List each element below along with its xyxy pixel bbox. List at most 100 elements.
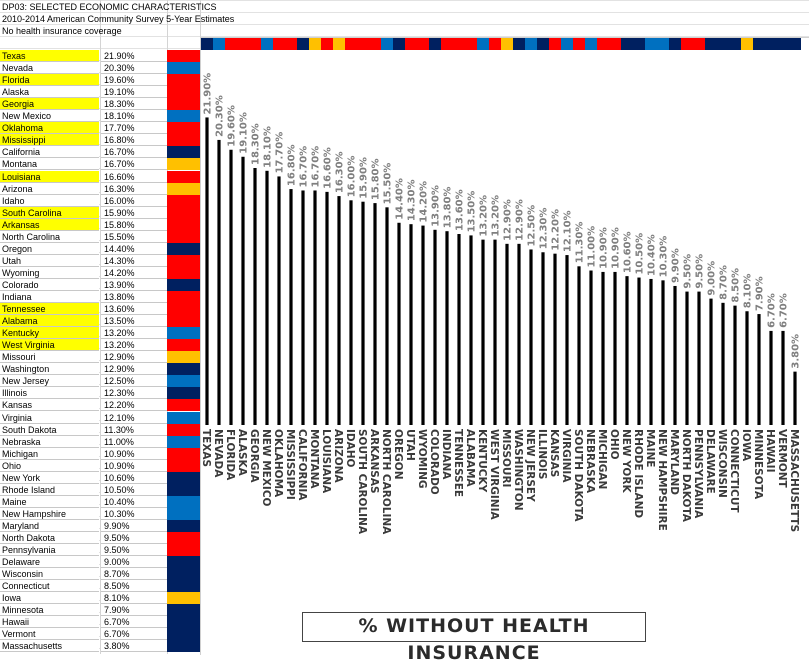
bar xyxy=(697,291,701,425)
table-row: Nebraska 11.00% xyxy=(0,435,200,448)
state-name-cell: North Dakota xyxy=(0,532,99,544)
bar xyxy=(373,203,377,425)
table-row: Florida 19.60% xyxy=(0,74,200,87)
table-row: Massachusetts 3.80% xyxy=(0,640,200,653)
table-row: New Jersey 12.50% xyxy=(0,375,200,388)
party-strip-cell xyxy=(753,38,765,50)
state-name-cell: Rhode Island xyxy=(0,483,99,496)
bar-value-label: 13.50% xyxy=(467,191,478,233)
bar-value-label: 19.10% xyxy=(239,112,250,154)
uninsured-percent-cell: 13.80% xyxy=(101,291,167,303)
party-strip-cell xyxy=(441,38,453,50)
party-color-swatch xyxy=(167,640,200,653)
category-label: OKLAHOMA xyxy=(272,429,284,498)
bar-value-label: 15.80% xyxy=(371,158,382,200)
uninsured-percent-cell: 15.80% xyxy=(101,218,167,231)
uninsured-percent-cell: 21.90% xyxy=(101,50,167,62)
uninsured-percent-cell: 19.60% xyxy=(101,74,167,87)
sheet-measure: No health insurance coverage xyxy=(2,26,122,36)
party-color-swatch xyxy=(167,62,200,75)
category-label: ALABAMA xyxy=(464,429,476,488)
party-color-swatch xyxy=(167,194,200,207)
table-row: Montana 16.70% xyxy=(0,158,200,171)
bar xyxy=(601,271,605,425)
bar-value-label: 9.50% xyxy=(683,254,694,289)
party-color-swatch xyxy=(167,50,200,62)
party-strip-cell xyxy=(525,38,537,50)
bar-chart-svg: 21.90% TEXAS 20.30% NEVADA 19.60% FLORIDA 19.1… xyxy=(201,38,802,535)
table-row: North Dakota 9.50% xyxy=(0,532,200,544)
uninsured-percent-cell: 13.20% xyxy=(101,327,167,340)
bar xyxy=(733,305,737,425)
party-strip-cell xyxy=(345,38,357,50)
state-name-cell: Nebraska xyxy=(0,435,99,448)
bar-value-label: 15.90% xyxy=(359,157,370,199)
party-color-swatch xyxy=(167,122,200,135)
state-name-cell: Wyoming xyxy=(0,266,99,279)
uninsured-percent-cell: 10.30% xyxy=(101,507,167,520)
bar xyxy=(685,291,689,425)
party-color-swatch xyxy=(167,532,200,544)
table-row: South Dakota 11.30% xyxy=(0,423,200,436)
uninsured-percent-cell: 12.50% xyxy=(101,375,167,388)
party-color-swatch xyxy=(167,291,200,303)
bar-value-label: 9.00% xyxy=(707,261,718,296)
party-color-swatch xyxy=(167,519,200,532)
bar-value-label: 11.00% xyxy=(587,226,598,268)
category-label: CALIFORNIA xyxy=(296,429,308,501)
state-name-cell: Illinois xyxy=(0,387,99,400)
party-color-swatch xyxy=(167,339,200,352)
party-strip-cell xyxy=(765,38,777,50)
party-strip-cell xyxy=(729,38,741,50)
party-color-swatch xyxy=(167,218,200,231)
uninsured-percent-cell: 8.10% xyxy=(101,592,167,605)
party-color-swatch xyxy=(167,411,200,424)
party-strip-cell xyxy=(681,38,693,50)
bar xyxy=(277,176,281,425)
party-color-swatch xyxy=(167,278,200,291)
state-name-cell: Connecticut xyxy=(0,580,99,593)
uninsured-percent-cell: 13.90% xyxy=(101,278,167,291)
party-strip-cell xyxy=(513,38,525,50)
table-row: Indiana 13.80% xyxy=(0,291,200,303)
table-row: Wisconsin 8.70% xyxy=(0,568,200,581)
bar xyxy=(445,231,449,425)
bar xyxy=(301,190,305,425)
state-name-cell: Montana xyxy=(0,158,99,171)
bar-value-label: 16.30% xyxy=(335,151,346,193)
uninsured-percent-cell: 6.70% xyxy=(101,616,167,629)
party-strip-cell xyxy=(657,38,669,50)
state-name-cell: Pennsylvania xyxy=(0,544,99,557)
party-color-swatch xyxy=(167,556,200,569)
table-row: Alaska 19.10% xyxy=(0,86,200,99)
bar xyxy=(385,207,389,425)
party-strip-cell xyxy=(297,38,309,50)
party-strip-cell xyxy=(669,38,681,50)
uninsured-percent-cell: 10.90% xyxy=(101,459,167,472)
category-label: IDAHO xyxy=(344,429,356,468)
chart-title: % WITHOUT HEALTH INSURANCE xyxy=(302,612,646,664)
table-row: Nevada 20.30% xyxy=(0,62,200,75)
table-row: New Mexico 18.10% xyxy=(0,110,200,123)
uninsured-percent-cell: 16.30% xyxy=(101,182,167,195)
party-strip-cell xyxy=(489,38,501,50)
category-label: KENTUCKY xyxy=(476,429,488,493)
category-label: ALASKA xyxy=(236,429,248,477)
party-color-swatch xyxy=(167,592,200,605)
party-strip-cell xyxy=(285,38,297,50)
party-strip-cell xyxy=(717,38,729,50)
uninsured-percent-cell: 9.00% xyxy=(101,556,167,569)
table-row: Arkansas 15.80% xyxy=(0,218,200,231)
party-color-swatch xyxy=(167,86,200,99)
state-name-cell: Texas xyxy=(0,50,99,62)
bar xyxy=(325,191,329,425)
bar-value-label: 9.50% xyxy=(695,254,706,289)
table-row: South Carolina 15.90% xyxy=(0,206,200,219)
uninsured-percent-cell: 17.70% xyxy=(101,122,167,135)
party-color-swatch xyxy=(167,110,200,123)
bar-value-label: 7.90% xyxy=(755,276,766,311)
state-name-cell: Georgia xyxy=(0,98,99,111)
party-color-swatch xyxy=(167,303,200,316)
party-color-swatch xyxy=(167,98,200,111)
category-label: MONTANA xyxy=(308,429,320,489)
